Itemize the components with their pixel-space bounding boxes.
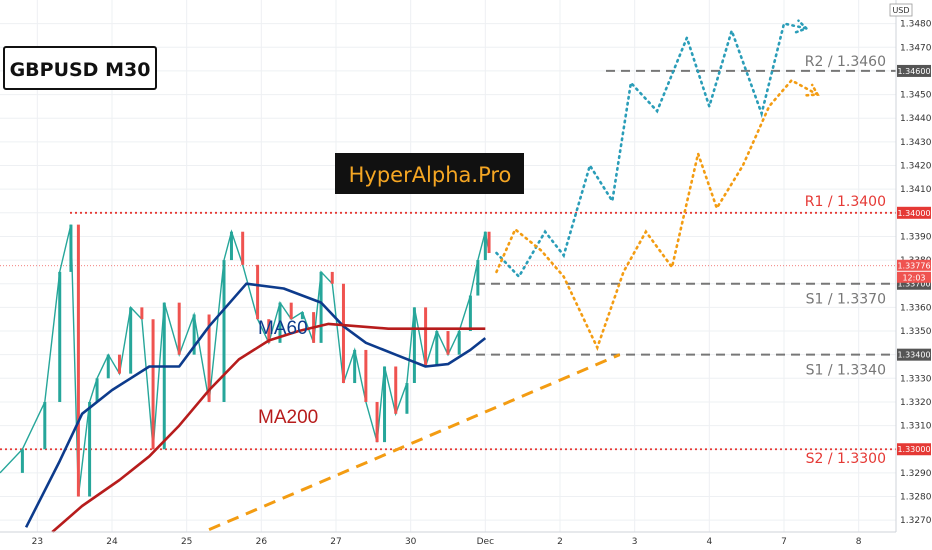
y-tick-label: 1.34100 xyxy=(900,185,932,195)
x-tick-label: 4 xyxy=(706,537,712,547)
y-tick-label: 1.33200 xyxy=(900,398,932,408)
x-tick-label: 26 xyxy=(256,537,268,547)
symbol-title: GBPUSD M30 xyxy=(10,59,151,81)
y-tick-label: 1.33500 xyxy=(900,327,932,337)
y-tick-label: 1.33600 xyxy=(900,303,932,313)
symbol-title-box: GBPUSD M30 xyxy=(4,47,156,89)
y-tick-label: 1.33300 xyxy=(900,374,932,384)
y-tick-label: 1.32700 xyxy=(900,516,932,526)
ma60-label: MA60 xyxy=(258,318,308,339)
y-tick-label: 1.32800 xyxy=(900,493,932,503)
x-tick-label: 7 xyxy=(781,537,787,547)
level-axis-value: 1.33000 xyxy=(897,445,930,454)
x-tick-label: 8 xyxy=(856,537,862,547)
watermark-box: HyperAlpha.Pro xyxy=(335,153,524,194)
y-tick-label: 1.34300 xyxy=(900,138,932,148)
y-tick-label: 1.34200 xyxy=(900,162,932,172)
level-label: S1 / 1.3370 xyxy=(806,292,886,308)
current-price-value: 1.33776 xyxy=(897,261,930,270)
level-axis-value: 1.33400 xyxy=(897,351,930,360)
x-tick-label: 27 xyxy=(330,537,341,547)
projection-layer xyxy=(497,21,818,348)
y-tick-label: 1.34500 xyxy=(900,91,932,101)
currency-text: USD xyxy=(892,6,909,15)
ma200-label: MA200 xyxy=(258,407,318,428)
x-tick-label: 24 xyxy=(106,537,118,547)
currency-label: USD xyxy=(890,4,912,16)
level-label: S1 / 1.3340 xyxy=(806,363,886,379)
watermark-text: HyperAlpha.Pro xyxy=(349,163,512,187)
y-tick-label: 1.33100 xyxy=(900,422,932,432)
level-axis-value: 1.34600 xyxy=(897,67,930,76)
y-tick-label: 1.34700 xyxy=(900,43,932,53)
y-tick-label: 1.34400 xyxy=(900,114,932,124)
x-tick-label: 30 xyxy=(405,537,417,547)
level-axis-value: 1.34000 xyxy=(897,209,930,218)
ma-labels: MA60 MA200 xyxy=(258,318,318,428)
x-tick-label: 23 xyxy=(32,537,43,547)
x-tick-label: 25 xyxy=(181,537,192,547)
price-layer xyxy=(0,225,489,497)
price-axis[interactable]: 1.34800 1.34700 1.34600 1.34500 1.34400 1.343… xyxy=(896,0,932,550)
y-tick-label: 1.33900 xyxy=(900,232,932,242)
countdown-value: 12:03 xyxy=(902,273,925,282)
y-tick-label: 1.32900 xyxy=(900,469,932,479)
time-axis[interactable]: 23 24 25 26 27 30 Dec 2 3 4 7 8 xyxy=(0,532,896,547)
level-label: R2 / 1.3460 xyxy=(805,54,886,70)
level-label: S2 / 1.3300 xyxy=(806,451,886,467)
projection-path-1 xyxy=(497,24,807,277)
level-label: R1 / 1.3400 xyxy=(805,194,886,210)
y-tick-label: 1.34800 xyxy=(900,20,932,30)
x-tick-label: 2 xyxy=(557,537,563,547)
x-tick-label: Dec xyxy=(477,537,494,547)
x-tick-label: 3 xyxy=(632,537,638,547)
